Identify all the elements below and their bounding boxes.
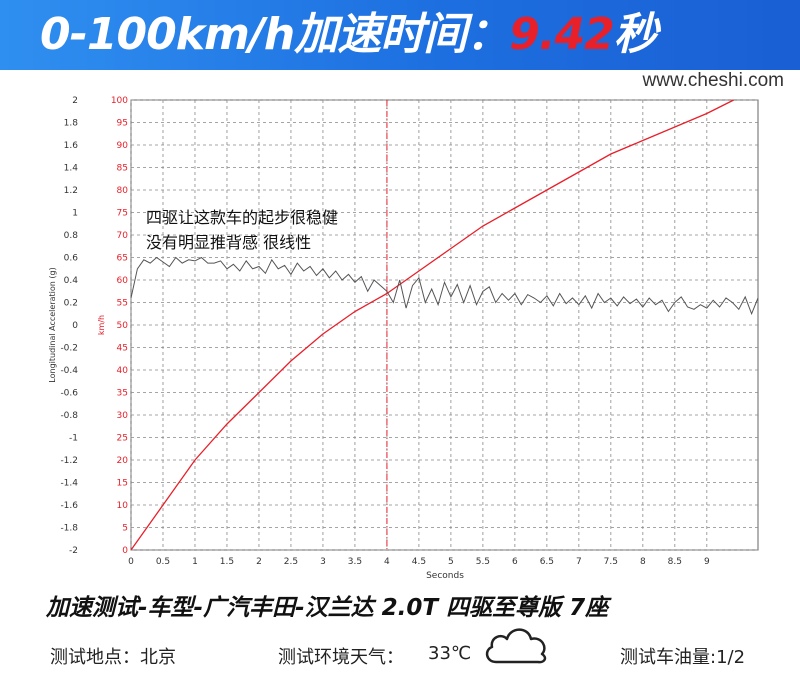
test-location: 测试地点：北京 — [50, 647, 176, 668]
x-tick-label: 2.5 — [284, 557, 298, 567]
y-right-tick-label: 75 — [117, 209, 128, 219]
acceleration-chart: 0 0.5 1 1.5 2 2.5 3 3.5 4 4.5 5 5.5 6 6.5 7 7.5 8 8.5 9 2 1.… — [48, 96, 759, 581]
title-value: 9.42 — [509, 9, 615, 60]
y-left-tick-label: 0.8 — [64, 231, 79, 241]
y-right-tick-label: 35 — [117, 389, 128, 399]
chart-annotation: 没有明显推背感 很线性 — [146, 233, 311, 252]
x-tick-label: 8.5 — [668, 557, 682, 567]
y-left-tick-label: 1.6 — [64, 141, 79, 151]
y-right-tick-label: 80 — [117, 186, 129, 196]
acceleration-series-line — [130, 256, 759, 316]
cloud-icon — [485, 628, 547, 664]
x-tick-label: 7.5 — [604, 557, 618, 567]
test-subtitle: 加速测试-车型-广汽丰田-汉兰达 2.0T 四驱至尊版 7座 — [46, 595, 609, 621]
y-right-tick-label: 65 — [117, 254, 128, 264]
temperature: 33℃ — [428, 643, 472, 664]
x-tick-label: 5 — [448, 557, 454, 567]
x-tick-label: 4.5 — [412, 557, 426, 567]
y-left-tick-label: -0.4 — [60, 366, 78, 376]
y-left-tick-label: -0.6 — [60, 389, 78, 399]
y-left-tick-label: -1.6 — [60, 501, 78, 511]
y-left-tick-label: 2 — [72, 96, 78, 106]
y-left-tick-label: -1.2 — [60, 456, 78, 466]
x-tick-label: 5.5 — [476, 557, 490, 567]
watermark: www.cheshi.com — [642, 70, 785, 91]
y-left-tick-label: 1.4 — [64, 164, 79, 174]
y-left-tick-label: 1.8 — [64, 119, 79, 129]
y-left-tick-label: 0 — [72, 321, 78, 331]
weather-label: 测试环境天气： — [278, 647, 404, 668]
x-tick-label: 0.5 — [156, 557, 170, 567]
y-right-tick-label: 25 — [117, 434, 128, 444]
x-tick-label: 9 — [704, 557, 710, 567]
y-right-tick-label: 0 — [122, 546, 128, 556]
y-right-tick-label: 90 — [117, 141, 129, 151]
x-tick-label: 4 — [384, 557, 390, 567]
y-right-tick-label: 60 — [117, 276, 129, 286]
title-prefix: 0-100km/h加速时间： — [40, 9, 510, 60]
y-right-tick-label: 55 — [117, 299, 128, 309]
x-tick-label: 8 — [640, 557, 646, 567]
y-left-tick-label: 0.6 — [64, 254, 79, 264]
y-right-tick-label: 50 — [117, 321, 129, 331]
y-right-tick-label: 70 — [117, 231, 129, 241]
speed-series-line — [130, 99, 734, 551]
fuel-level: 测试车油量:1/2 — [620, 647, 746, 668]
y-right-tick-label: 20 — [117, 456, 129, 466]
y-right-axis-label: km/h — [97, 315, 106, 335]
y-right-tick-label: 95 — [117, 119, 128, 129]
title-banner: 0-100km/h加速时间：9.42秒 — [0, 0, 800, 70]
x-tick-label: 6.5 — [540, 557, 554, 567]
y-left-tick-label: -0.8 — [60, 411, 78, 421]
x-tick-label: 7 — [576, 557, 582, 567]
y-left-tick-label: -2 — [69, 546, 78, 556]
y-left-tick-label: -1.8 — [60, 524, 78, 534]
y-right-tick-label: 10 — [117, 501, 129, 511]
y-left-tick-label: 0.4 — [64, 276, 79, 286]
x-tick-label: 1 — [192, 557, 198, 567]
y-right-tick-label: 40 — [117, 366, 129, 376]
title-unit: 秒 — [613, 9, 658, 60]
y-left-axis-label: Longitudinal Acceleration (g) — [48, 267, 57, 382]
x-tick-label: 3 — [320, 557, 326, 567]
y-right-tick-label: 15 — [117, 479, 128, 489]
page-title: 0-100km/h加速时间：9.42秒 — [40, 4, 658, 66]
x-tick-label: 1.5 — [220, 557, 234, 567]
x-tick-label: 6 — [512, 557, 518, 567]
y-right-tick-label: 85 — [117, 164, 128, 174]
y-left-tick-label: 1 — [72, 209, 78, 219]
y-left-tick-label: 0.2 — [64, 299, 78, 309]
y-left-tick-label: -0.2 — [60, 344, 78, 354]
x-tick-label: 0 — [128, 557, 134, 567]
y-left-tick-label: -1 — [69, 434, 78, 444]
y-right-tick-label: 30 — [117, 411, 129, 421]
y-left-tick-label: -1.4 — [60, 479, 78, 489]
chart-annotation: 四驱让这款车的起步很稳健 — [146, 208, 338, 227]
y-right-tick-label: 45 — [117, 344, 128, 354]
y-right-tick-label: 5 — [122, 524, 128, 534]
x-axis-label: Seconds — [426, 571, 464, 581]
x-tick-label: 2 — [256, 557, 262, 567]
y-left-tick-label: 1.2 — [64, 186, 78, 196]
x-tick-label: 3.5 — [348, 557, 362, 567]
y-right-tick-label: 100 — [111, 96, 128, 106]
